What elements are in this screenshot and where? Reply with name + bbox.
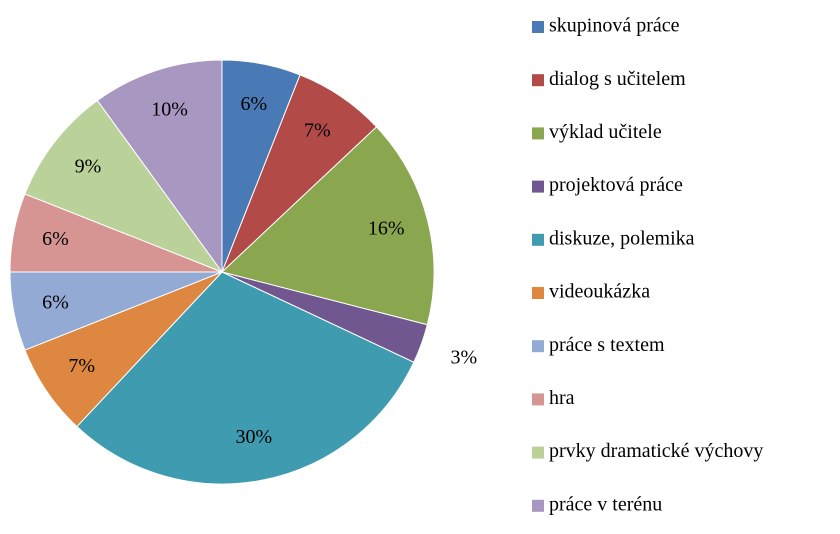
legend-swatch <box>532 21 544 33</box>
data-label: 10% <box>151 98 188 120</box>
legend-label: videoukázka <box>549 281 650 303</box>
pie-slice <box>24 99 224 274</box>
legend-label: výklad učitele <box>549 121 662 143</box>
legend-swatch <box>532 74 544 87</box>
legend-label: hra <box>549 387 575 409</box>
data-label: 30% <box>235 426 272 448</box>
legend-swatch <box>532 287 544 299</box>
pie-slice <box>220 126 435 326</box>
data-label: 6% <box>42 228 69 250</box>
legend-swatch <box>532 340 544 353</box>
data-label: 9% <box>75 156 102 178</box>
pie-slice <box>96 59 223 274</box>
data-label: 6% <box>240 93 267 115</box>
data-label: 3% <box>450 347 477 369</box>
legend-label: projektová práce <box>549 174 683 196</box>
data-label: 7% <box>68 355 95 377</box>
legend-swatch <box>532 233 544 246</box>
pie-slice <box>76 271 415 485</box>
legend-label: práce s textem <box>549 334 665 356</box>
legend-label: dialog s učitelem <box>549 68 686 90</box>
legend-swatch <box>532 393 544 406</box>
legend-label: diskuze, polemika <box>549 227 695 249</box>
data-label: 7% <box>304 119 331 141</box>
legend-swatch <box>532 180 544 193</box>
data-label: 16% <box>368 217 405 239</box>
legend-swatch <box>532 499 544 512</box>
legend-label: skupinová práce <box>549 15 680 37</box>
data-label: 6% <box>42 291 69 313</box>
legend-swatch <box>532 127 544 140</box>
legend-label: prvky dramatické výchovy <box>549 440 763 462</box>
legend-swatch <box>532 446 544 459</box>
legend-label: práce v terénu <box>549 493 662 515</box>
